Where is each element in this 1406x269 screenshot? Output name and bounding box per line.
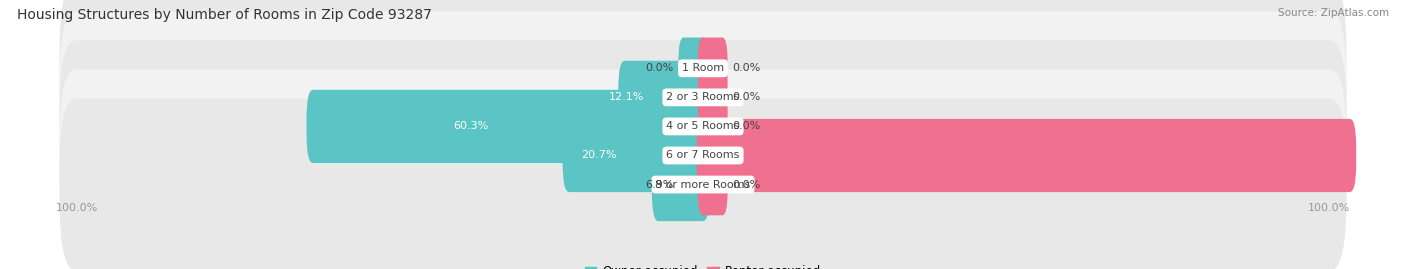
FancyBboxPatch shape	[679, 38, 709, 99]
FancyBboxPatch shape	[307, 90, 710, 163]
FancyBboxPatch shape	[652, 148, 710, 221]
Text: 0.0%: 0.0%	[645, 63, 673, 73]
FancyBboxPatch shape	[619, 61, 710, 134]
Text: 100.0%: 100.0%	[56, 203, 98, 213]
Text: Source: ZipAtlas.com: Source: ZipAtlas.com	[1278, 8, 1389, 18]
Text: 4 or 5 Rooms: 4 or 5 Rooms	[666, 121, 740, 132]
Text: 2 or 3 Rooms: 2 or 3 Rooms	[666, 92, 740, 102]
FancyBboxPatch shape	[562, 119, 710, 192]
Text: 6.9%: 6.9%	[645, 179, 673, 190]
Text: 6 or 7 Rooms: 6 or 7 Rooms	[666, 150, 740, 161]
FancyBboxPatch shape	[697, 38, 727, 99]
Text: 60.3%: 60.3%	[453, 121, 489, 132]
FancyBboxPatch shape	[696, 119, 1357, 192]
Text: 100.0%: 100.0%	[1362, 150, 1405, 161]
FancyBboxPatch shape	[697, 154, 727, 215]
FancyBboxPatch shape	[697, 67, 727, 128]
Text: 0.0%: 0.0%	[733, 63, 761, 73]
Text: 20.7%: 20.7%	[581, 150, 617, 161]
Text: 8 or more Rooms: 8 or more Rooms	[655, 179, 751, 190]
FancyBboxPatch shape	[59, 40, 1347, 213]
FancyBboxPatch shape	[697, 96, 727, 157]
Text: 1 Room: 1 Room	[682, 63, 724, 73]
Text: 12.1%: 12.1%	[609, 92, 644, 102]
FancyBboxPatch shape	[59, 0, 1347, 154]
FancyBboxPatch shape	[59, 98, 1347, 269]
Text: 0.0%: 0.0%	[733, 121, 761, 132]
Text: Housing Structures by Number of Rooms in Zip Code 93287: Housing Structures by Number of Rooms in…	[17, 8, 432, 22]
Text: 100.0%: 100.0%	[1308, 203, 1350, 213]
Text: 0.0%: 0.0%	[733, 179, 761, 190]
Legend: Owner-occupied, Renter-occupied: Owner-occupied, Renter-occupied	[579, 261, 827, 269]
Text: 0.0%: 0.0%	[733, 92, 761, 102]
FancyBboxPatch shape	[59, 11, 1347, 183]
FancyBboxPatch shape	[59, 69, 1347, 242]
